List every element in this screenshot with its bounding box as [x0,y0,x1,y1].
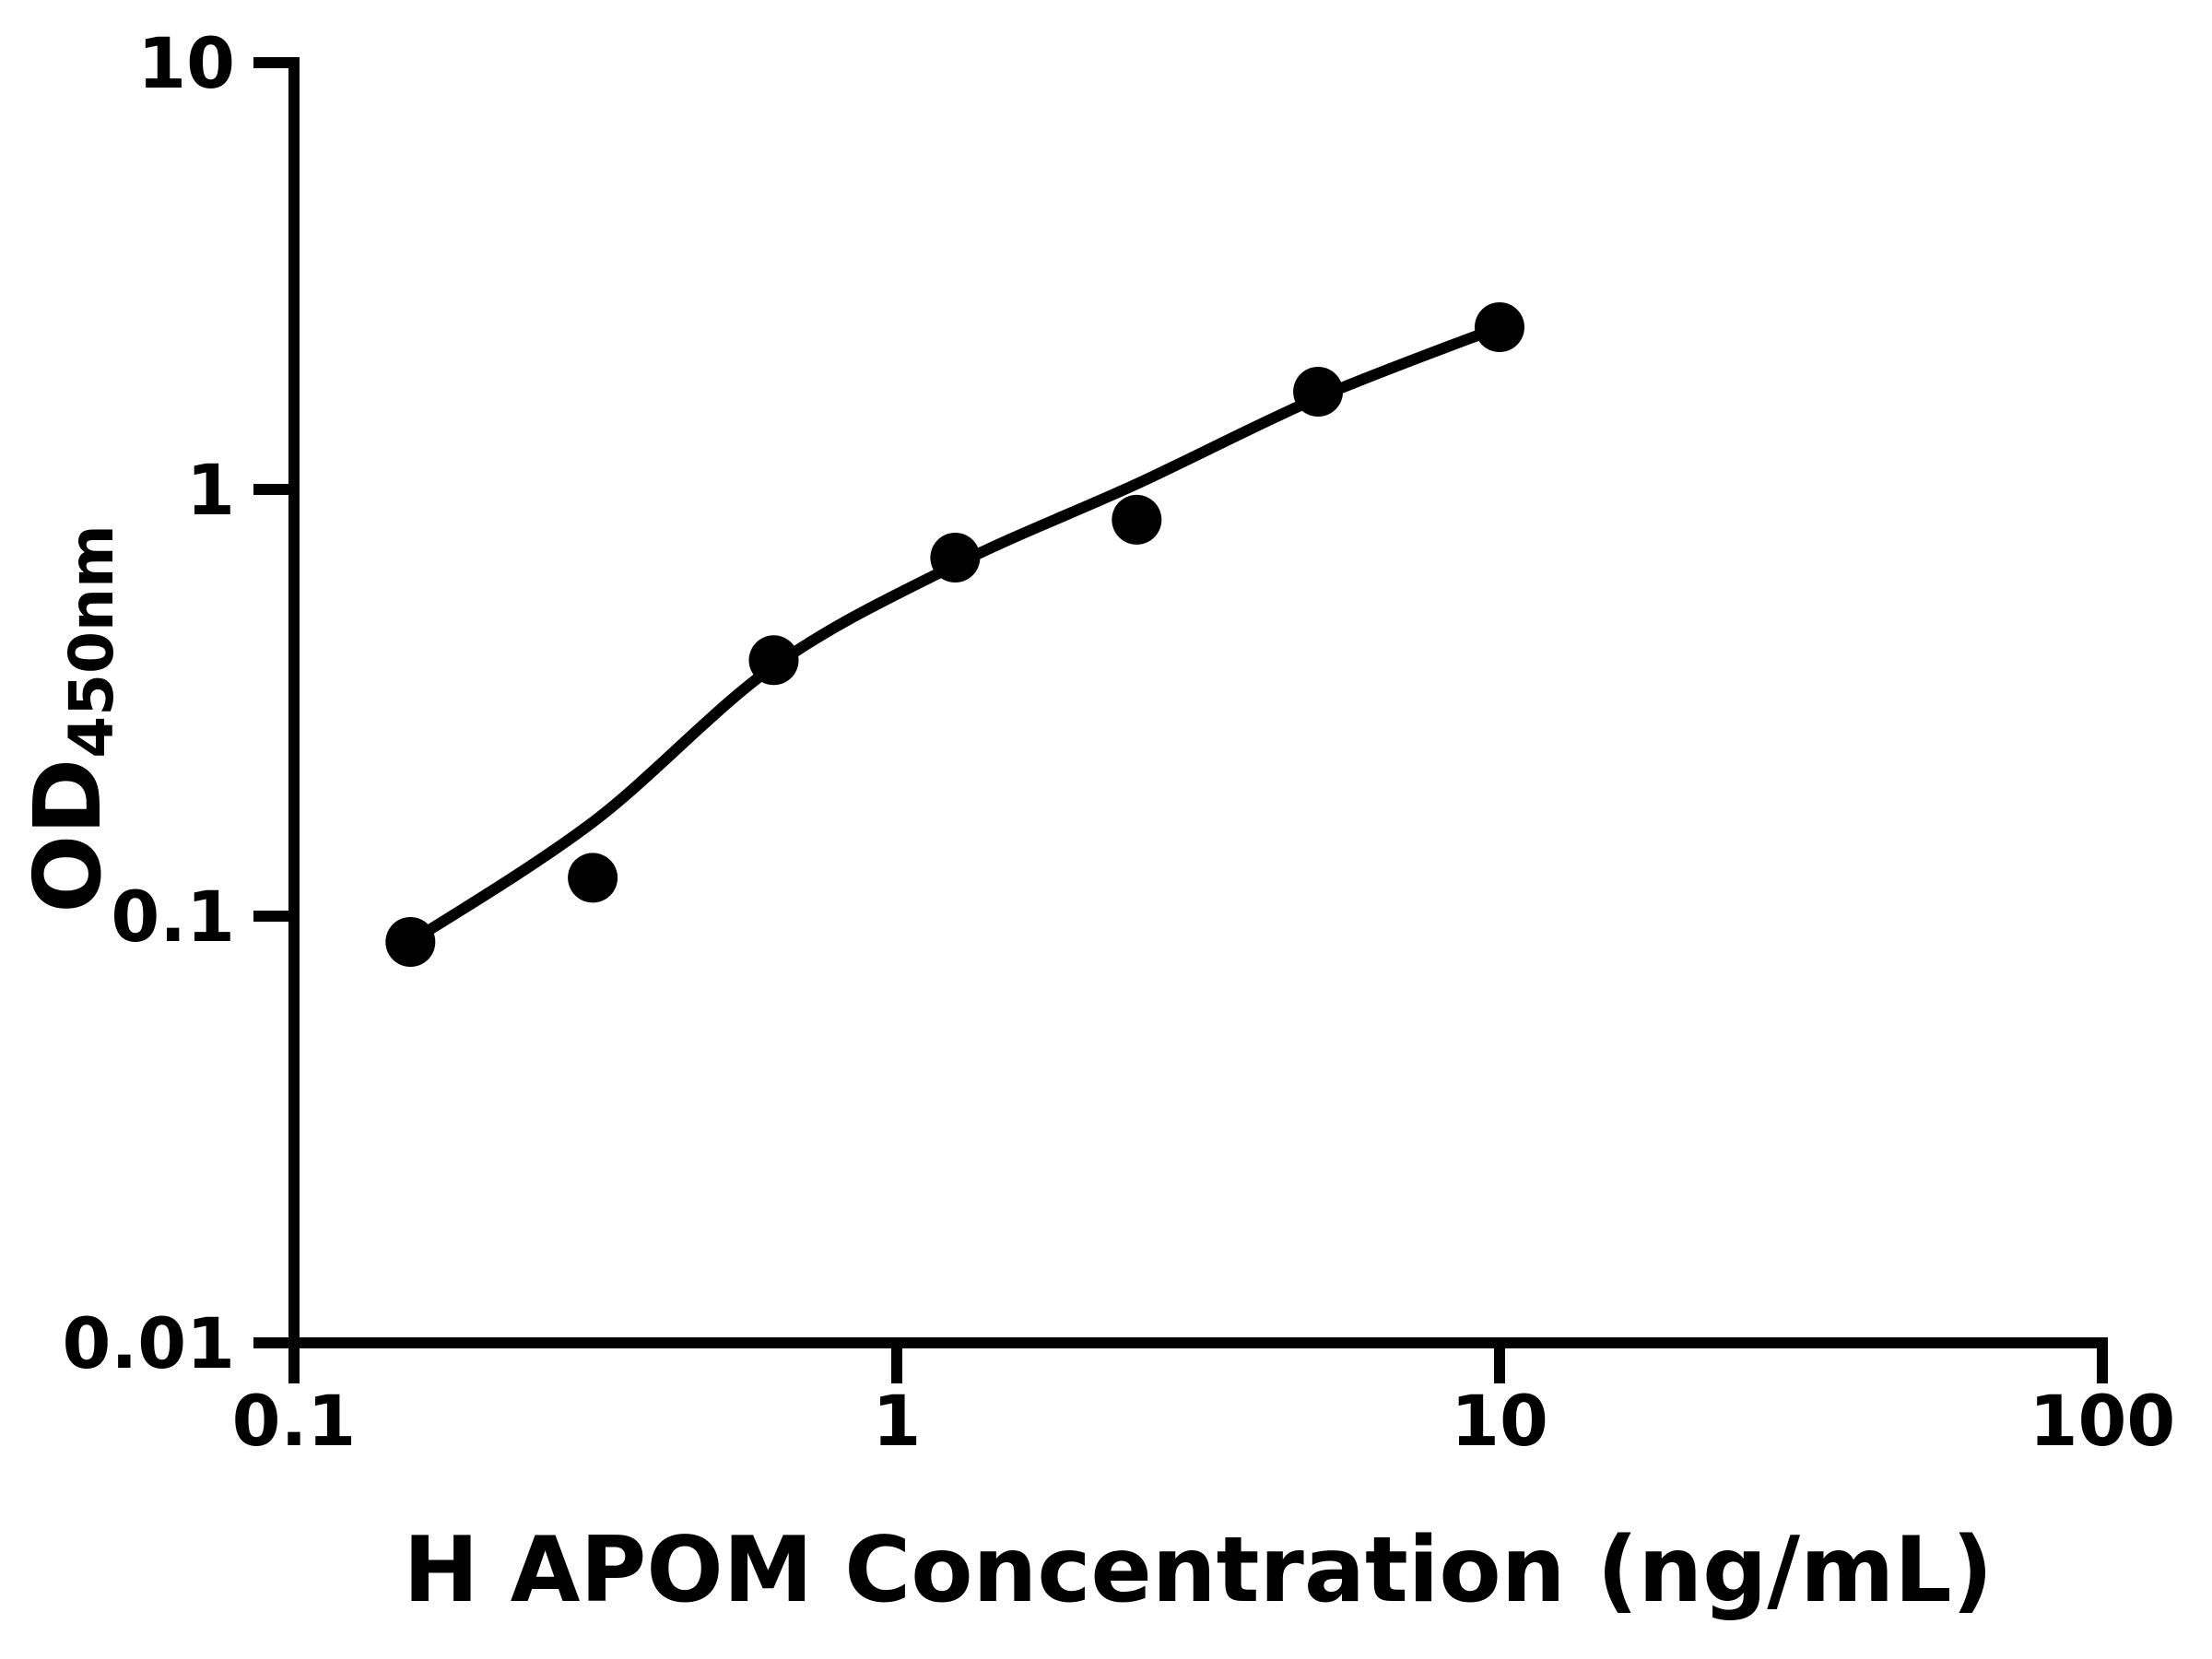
y-tick-label: 0.1 [111,876,235,958]
y-axis-title: OD450nm [14,524,127,913]
y-tick-label: 0.01 [62,1302,235,1384]
x-tick-label: 100 [2030,1380,2176,1462]
y-axis-title-subscript: 450nm [56,524,127,759]
y-tick-label: 10 [137,22,235,104]
x-tick-label: 0.1 [232,1380,357,1462]
data-point [1293,367,1344,417]
data-point [748,635,799,686]
y-tick-label: 1 [186,449,235,531]
fit-curve-line [405,322,1505,947]
x-tick-label: 10 [1451,1380,1548,1462]
data-point [930,533,981,582]
data-point [385,917,436,967]
x-axis-title: H APOM Concentration (ng/mL) [404,1518,1994,1623]
x-tick-label: 1 [873,1380,922,1462]
data-point [568,853,618,903]
data-point [1112,494,1162,545]
data-point [1475,302,1524,352]
y-axis-title-main: OD [14,759,122,913]
